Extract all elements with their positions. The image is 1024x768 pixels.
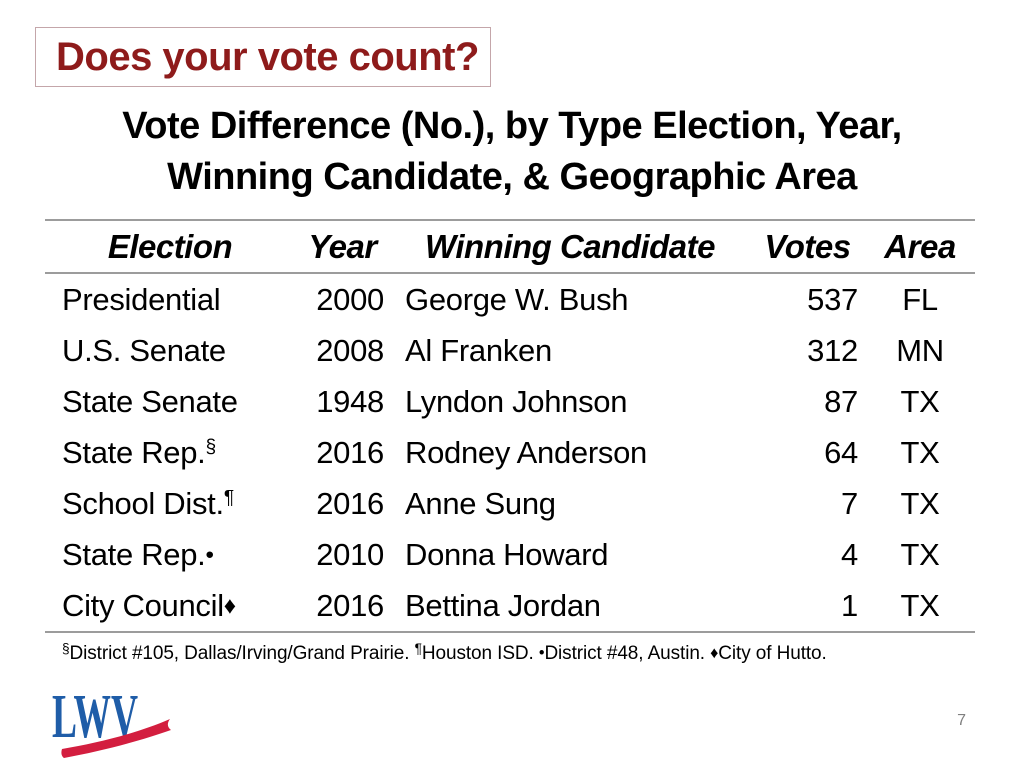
table-row: City Council♦ 2016 Bettina Jordan 1 TX bbox=[45, 580, 975, 632]
logo-swoosh-icon bbox=[61, 719, 171, 758]
cell-election: State Rep.• bbox=[62, 536, 214, 572]
cell-election: U.S. Senate bbox=[62, 332, 226, 368]
cell-year: 2008 bbox=[316, 332, 384, 368]
cell-votes: 4 bbox=[841, 536, 858, 572]
cell-election: City Council♦ bbox=[62, 587, 236, 623]
table-row: School Dist.¶ 2016 Anne Sung 7 TX bbox=[45, 478, 975, 529]
page-number: 7 bbox=[957, 712, 966, 729]
footnote-text-district48: District #48, Austin. bbox=[544, 643, 711, 665]
footnote-symbol-diamond: ♦ bbox=[710, 643, 719, 662]
table-heading-line2: Winning Candidate, & Geographic Area bbox=[167, 156, 857, 198]
footnote-text-houston: Houston ISD. bbox=[421, 643, 539, 665]
table-header-row: Election Year Winning Candidate Votes Ar… bbox=[45, 220, 975, 273]
cell-votes: 64 bbox=[824, 434, 858, 470]
cell-area: TX bbox=[900, 587, 940, 623]
cell-area: TX bbox=[900, 434, 940, 470]
header-year: Year bbox=[308, 227, 377, 265]
cell-winning-candidate: Donna Howard bbox=[405, 536, 609, 572]
footnote-text-hutto: City of Hutto. bbox=[718, 643, 827, 665]
table-row: State Rep.§ 2016 Rodney Anderson 64 TX bbox=[45, 427, 975, 478]
cell-votes: 537 bbox=[807, 281, 858, 317]
header-election: Election bbox=[107, 227, 233, 265]
cell-winning-candidate: Anne Sung bbox=[405, 485, 556, 521]
footnote-text-district105: District #105, Dallas/Irving/Grand Prair… bbox=[69, 643, 415, 665]
cell-year: 2000 bbox=[316, 281, 384, 317]
table-row: Presidential 2000 George W. Bush 537 FL bbox=[45, 273, 975, 325]
cell-year: 2016 bbox=[316, 434, 384, 470]
header-area: Area bbox=[884, 227, 956, 265]
footnote-symbol-bullet: • bbox=[538, 643, 545, 662]
header-winning-candidate: Winning Candidate bbox=[424, 227, 716, 265]
table-heading-line1: Vote Difference (No.), by Type Election,… bbox=[122, 105, 902, 147]
cell-winning-candidate: Bettina Jordan bbox=[405, 587, 601, 623]
cell-election: State Rep.§ bbox=[62, 434, 216, 470]
footnote-symbol-section: § bbox=[62, 641, 70, 656]
cell-area: TX bbox=[900, 383, 940, 419]
table-heading: Vote Difference (No.), by Type Election,… bbox=[0, 101, 1024, 203]
cell-year: 1948 bbox=[316, 383, 384, 419]
table-row: U.S. Senate 2008 Al Franken 312 MN bbox=[45, 325, 975, 376]
cell-election: State Senate bbox=[62, 383, 238, 419]
footnote-symbol-pilcrow: ¶ bbox=[414, 641, 422, 656]
cell-area: TX bbox=[900, 536, 940, 572]
cell-year: 2016 bbox=[316, 485, 384, 521]
cell-votes: 312 bbox=[807, 332, 858, 368]
vote-difference-table: Election Year Winning Candidate Votes Ar… bbox=[45, 219, 975, 633]
cell-winning-candidate: Rodney Anderson bbox=[405, 434, 647, 470]
cell-votes: 7 bbox=[841, 485, 858, 521]
slide-title: Does your vote count? bbox=[56, 34, 479, 79]
lwv-logo: LWV bbox=[52, 683, 171, 758]
header-votes: Votes bbox=[764, 227, 851, 265]
table-row: State Senate 1948 Lyndon Johnson 87 TX bbox=[45, 376, 975, 427]
footnote: §District #105, Dallas/Irving/Grand Prai… bbox=[62, 641, 962, 665]
cell-election: School Dist.¶ bbox=[62, 485, 234, 521]
cell-area: MN bbox=[896, 332, 944, 368]
cell-winning-candidate: Al Franken bbox=[405, 332, 552, 368]
cell-winning-candidate: Lyndon Johnson bbox=[405, 383, 628, 419]
cell-election: Presidential bbox=[62, 281, 221, 317]
cell-area: TX bbox=[900, 485, 940, 521]
cell-votes: 87 bbox=[824, 383, 858, 419]
cell-votes: 1 bbox=[841, 587, 858, 623]
title-box: Does your vote count? bbox=[35, 27, 491, 87]
cell-area: FL bbox=[902, 281, 938, 317]
cell-winning-candidate: George W. Bush bbox=[405, 281, 629, 317]
cell-year: 2010 bbox=[316, 536, 384, 572]
cell-year: 2016 bbox=[316, 587, 384, 623]
table-row: State Rep.• 2010 Donna Howard 4 TX bbox=[45, 529, 975, 580]
